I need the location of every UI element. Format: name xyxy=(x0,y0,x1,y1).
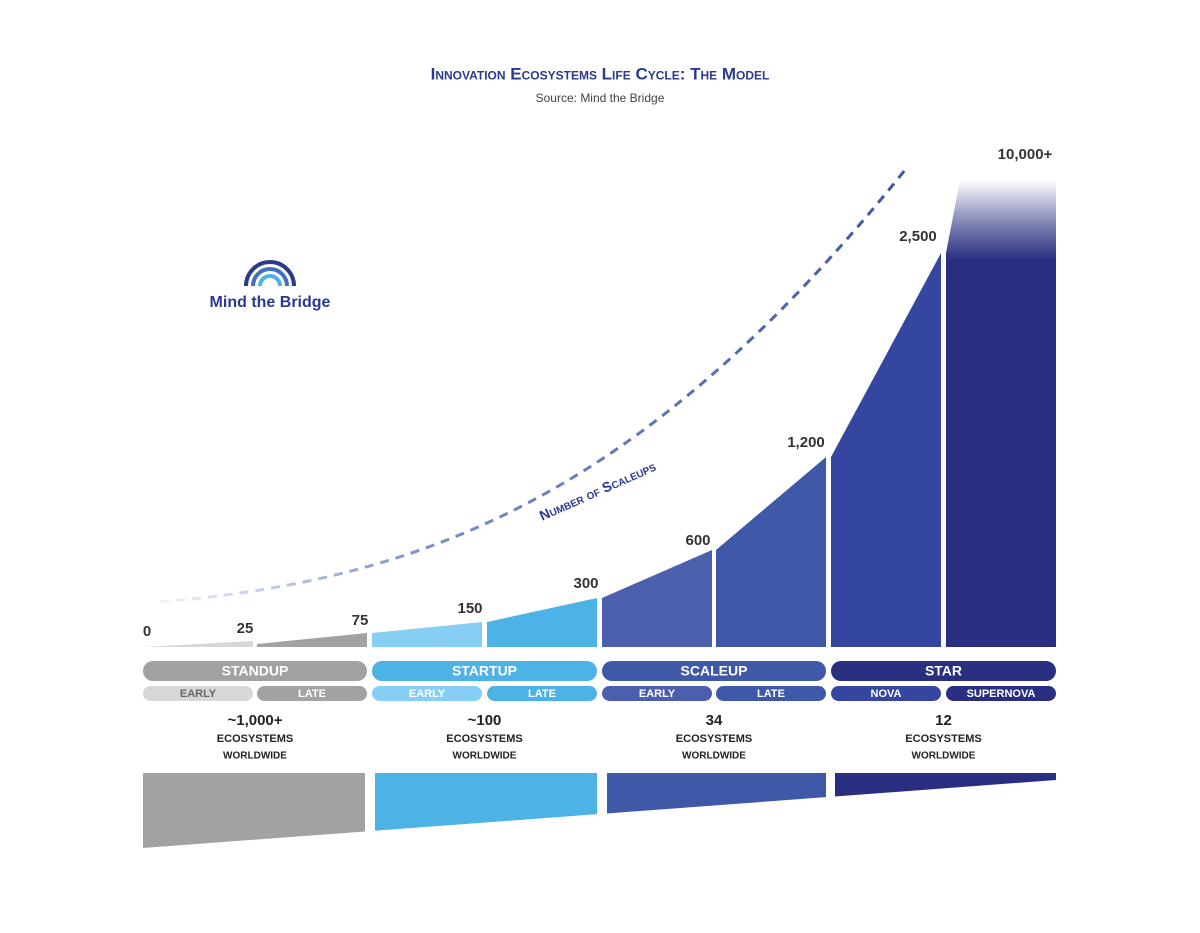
ecosystem-wedge xyxy=(835,773,1056,797)
stage-pill xyxy=(831,661,1056,681)
substage-name: LATE xyxy=(757,688,785,700)
substage-pill xyxy=(487,686,597,701)
area-segment xyxy=(487,598,597,647)
substage-pill xyxy=(602,686,712,701)
substage-name: LATE xyxy=(528,688,556,700)
stage-name: STANDUP xyxy=(222,663,289,679)
area-segment xyxy=(946,260,1056,647)
scaleup-label: 75 xyxy=(352,612,369,629)
area-segment xyxy=(257,633,367,647)
substage-pill xyxy=(716,686,826,701)
substage-name: LATE xyxy=(298,688,326,700)
stage-pill xyxy=(143,661,367,681)
area-segment xyxy=(372,622,482,647)
ecosystem-line: WORLDWIDE xyxy=(912,751,976,762)
scaleup-label: 0 xyxy=(143,623,151,640)
scaleup-label: 10,000+ xyxy=(998,146,1053,163)
area-segment xyxy=(716,457,826,647)
stage-pill xyxy=(602,661,826,681)
stage-name: STAR xyxy=(925,663,962,679)
substage-pill xyxy=(946,686,1056,701)
substage-pill xyxy=(143,686,253,701)
scaleup-label: 1,200 xyxy=(787,434,825,451)
scaleup-label: 150 xyxy=(457,600,482,617)
area-segment xyxy=(143,641,253,647)
ecosystem-wedge xyxy=(143,773,365,848)
substage-name: EARLY xyxy=(409,688,446,700)
scaleup-label: 2,500 xyxy=(899,228,937,245)
substage-pill xyxy=(831,686,941,701)
substage-name: EARLY xyxy=(180,688,217,700)
ecosystem-count: ~1,000+ xyxy=(227,712,282,729)
ecosystem-line: WORLDWIDE xyxy=(682,751,746,762)
scaleup-label: 300 xyxy=(573,575,598,592)
ecosystem-line: WORLDWIDE xyxy=(223,751,287,762)
area-fade xyxy=(946,180,1056,260)
substage-pill xyxy=(257,686,367,701)
substage-name: SUPERNOVA xyxy=(967,688,1036,700)
substage-name: NOVA xyxy=(871,688,902,700)
scaleup-label: 25 xyxy=(237,620,254,637)
ecosystem-line: ECOSYSTEMS xyxy=(905,733,981,745)
ecosystem-wedge xyxy=(375,773,597,831)
logo: Mind the Bridge xyxy=(210,260,331,311)
ecosystem-line: ECOSYSTEMS xyxy=(217,733,293,745)
title: Innovation Ecosystems Life Cycle: The Mo… xyxy=(431,64,770,83)
ecosystem-line: ECOSYSTEMS xyxy=(676,733,752,745)
curve-label: Number of Scaleups xyxy=(537,458,659,524)
ecosystem-count: 12 xyxy=(935,712,952,729)
scaleup-label: 600 xyxy=(685,532,710,549)
area-segment xyxy=(602,550,712,647)
logo-text: Mind the Bridge xyxy=(210,294,331,311)
area-segment xyxy=(831,253,941,647)
substage-name: EARLY xyxy=(639,688,676,700)
ecosystem-count: 34 xyxy=(706,712,723,729)
stage-pill xyxy=(372,661,597,681)
stages: 0 25 75 150 300 600 1,200 2,500 10,000+ STANDUP EA… xyxy=(143,146,1056,848)
stage-name: SCALEUP xyxy=(681,663,748,679)
ecosystem-wedge xyxy=(607,773,826,814)
scaleup-curve xyxy=(159,169,907,604)
ecosystem-line: ECOSYSTEMS xyxy=(446,733,522,745)
source: Source: Mind the Bridge xyxy=(536,91,665,105)
substage-pill xyxy=(372,686,482,701)
stage-name: STARTUP xyxy=(452,663,517,679)
ecosystem-line: WORLDWIDE xyxy=(453,751,517,762)
ecosystem-count: ~100 xyxy=(468,712,502,729)
